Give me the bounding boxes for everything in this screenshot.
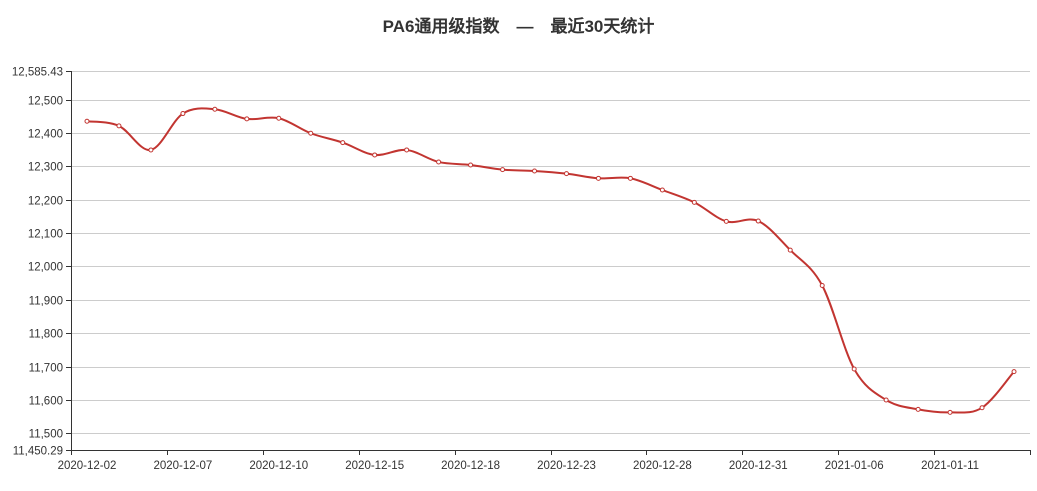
data-point — [659, 187, 665, 193]
data-point — [819, 282, 825, 288]
data-point — [148, 147, 154, 153]
x-tick-label: 2020-12-15 — [345, 460, 404, 472]
data-point — [84, 118, 90, 124]
data-point — [468, 162, 474, 168]
data-point — [436, 159, 442, 165]
y-tick-label: 12,400 — [28, 129, 63, 141]
y-tick-label: 12,200 — [28, 196, 63, 208]
data-point — [372, 152, 378, 158]
data-point — [532, 168, 538, 174]
y-tick-label: 11,500 — [29, 429, 63, 441]
data-point — [883, 397, 889, 403]
y-tick-label: 11,800 — [29, 329, 63, 341]
data-point — [595, 175, 601, 181]
data-point — [276, 115, 282, 121]
data-point — [947, 409, 953, 415]
y-tick-label: 12,100 — [28, 229, 63, 241]
y-tick-label: 11,600 — [29, 396, 63, 408]
x-tick-label: 2020-12-10 — [249, 460, 308, 472]
data-point — [723, 218, 729, 224]
y-tick-label: 12,500 — [28, 96, 63, 108]
x-tick-label: 2020-12-07 — [153, 460, 212, 472]
data-point — [979, 405, 985, 411]
series-group — [84, 106, 1017, 415]
data-point — [340, 140, 346, 146]
y-tick-label: 12,585.43 — [12, 67, 63, 79]
x-tick-label: 2020-12-02 — [58, 460, 117, 472]
data-point — [787, 247, 793, 253]
data-point — [404, 147, 410, 153]
x-tick-label: 2021-01-11 — [921, 460, 979, 472]
data-point — [851, 366, 857, 372]
y-tick-label: 12,300 — [28, 162, 63, 174]
y-tick-label: 11,450.29 — [13, 446, 63, 458]
y-tick-label: 11,700 — [29, 363, 63, 375]
data-point — [180, 111, 186, 117]
data-point — [212, 106, 218, 112]
data-point — [244, 116, 250, 122]
series-line — [86, 107, 1015, 414]
x-axis: 2020-12-02 2020-12-07 2020-12-10 2020-12-15… — [58, 450, 1031, 472]
data-point — [755, 218, 761, 224]
data-point — [563, 171, 569, 177]
x-tick-label: 2020-12-31 — [729, 460, 788, 472]
x-tick-label: 2020-12-28 — [633, 460, 692, 472]
data-point — [1011, 369, 1017, 375]
data-point — [308, 130, 314, 136]
data-point — [116, 123, 122, 129]
data-point — [627, 175, 633, 181]
data-point — [500, 167, 506, 173]
y-tick-label: 12,000 — [28, 262, 63, 274]
chart-title: PA6通用级指数 — 最近30天统计 — [382, 17, 655, 36]
x-tick-label: 2020-12-23 — [537, 460, 596, 472]
data-point — [915, 406, 921, 412]
y-tick-label: 11,900 — [29, 296, 63, 308]
x-tick-label: 2021-01-06 — [825, 460, 884, 472]
data-point — [691, 199, 697, 205]
x-tick-label: 2020-12-18 — [441, 460, 500, 472]
grid-lines — [71, 71, 1030, 434]
y-axis: 11,450.29 11,500 11,600 11,700 11,800 11,900 1… — [12, 67, 72, 458]
